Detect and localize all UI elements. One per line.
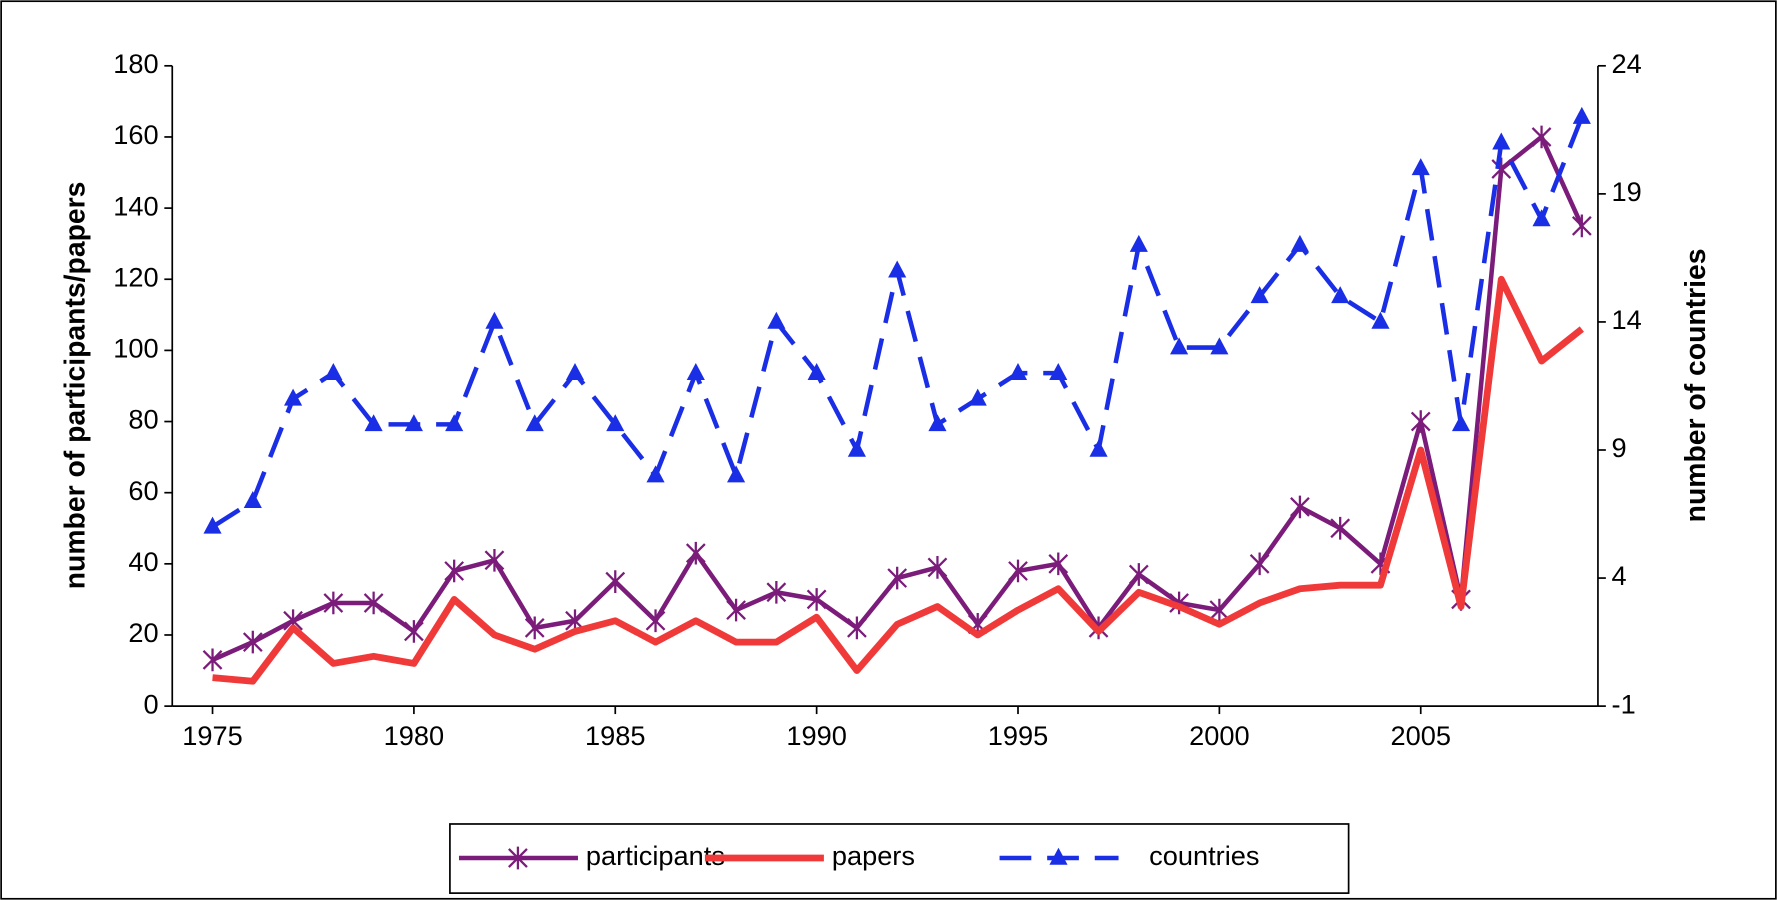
- marker: [1048, 552, 1069, 576]
- series-line: [212, 275, 1584, 685]
- y-tick-label: 140: [113, 190, 158, 221]
- marker: [1170, 337, 1189, 355]
- x-tick-label: 2000: [1189, 720, 1249, 751]
- marker: [363, 591, 384, 615]
- x-tick-label: 2005: [1390, 720, 1450, 751]
- marker: [767, 311, 786, 329]
- y-tick-label: 0: [144, 688, 159, 719]
- marker: [1290, 495, 1310, 519]
- marker: [887, 566, 908, 590]
- marker: [766, 580, 787, 604]
- marker: [1128, 563, 1149, 586]
- marker: [888, 260, 907, 278]
- marker: [1451, 414, 1471, 432]
- y2-tick-label: 19: [1612, 176, 1642, 207]
- marker: [1492, 132, 1511, 150]
- marker: [645, 609, 666, 633]
- y2-axis-title: number of countries: [1680, 248, 1712, 522]
- marker: [928, 414, 947, 432]
- marker: [606, 414, 625, 432]
- y2-tick-label: 14: [1612, 304, 1642, 335]
- marker: [324, 362, 343, 380]
- legend: participants papers countries: [449, 823, 1350, 894]
- y-tick-label: 20: [128, 617, 158, 648]
- marker: [1008, 559, 1028, 583]
- marker: [444, 559, 465, 583]
- marker: [727, 465, 746, 483]
- marker: [1049, 362, 1068, 380]
- marker: [968, 388, 987, 406]
- marker: [445, 414, 464, 432]
- marker: [1572, 106, 1591, 124]
- marker: [1209, 598, 1230, 622]
- marker: [1532, 209, 1551, 227]
- marker: [847, 616, 867, 640]
- marker: [404, 620, 424, 643]
- marker: [203, 516, 222, 534]
- legend-label: papers: [832, 840, 915, 871]
- marker: [1290, 234, 1309, 252]
- y-tick-label: 120: [113, 261, 158, 292]
- marker: [202, 648, 223, 672]
- marker: [404, 414, 423, 432]
- marker: [1008, 362, 1028, 380]
- marker: [1089, 439, 1108, 457]
- marker: [1330, 516, 1351, 540]
- y2-tick-label: 4: [1612, 560, 1627, 591]
- marker: [605, 570, 626, 593]
- marker: [1129, 234, 1148, 252]
- marker: [525, 414, 544, 432]
- marker: [1371, 311, 1390, 329]
- marker: [323, 591, 344, 615]
- y-tick-label: 80: [128, 404, 158, 435]
- y-tick-label: 100: [113, 333, 158, 364]
- marker: [565, 362, 585, 380]
- legend-marker: [1049, 847, 1068, 865]
- marker: [806, 588, 827, 611]
- marker: [1491, 157, 1512, 181]
- marker: [242, 630, 263, 654]
- marker: [1210, 337, 1229, 355]
- y2-tick-label: -1: [1612, 688, 1636, 719]
- marker: [686, 362, 705, 380]
- marker: [1249, 552, 1270, 576]
- marker: [1571, 214, 1592, 238]
- y-tick-label: 60: [128, 475, 158, 506]
- x-tick-label: 1995: [988, 720, 1048, 751]
- marker: [364, 414, 383, 432]
- marker: [1331, 286, 1350, 304]
- y-tick-label: 180: [113, 48, 158, 79]
- y-axis-title: number of participants/papers: [60, 182, 92, 590]
- marker: [847, 439, 866, 457]
- x-tick-label: 1985: [585, 720, 645, 751]
- legend-label: participants: [586, 840, 725, 871]
- marker: [485, 311, 504, 329]
- marker: [484, 548, 505, 572]
- x-tick-label: 1975: [182, 720, 242, 751]
- marker: [726, 598, 746, 622]
- marker: [524, 616, 545, 640]
- legend-box: [449, 823, 1350, 894]
- y2-tick-label: 9: [1612, 432, 1627, 463]
- marker: [685, 541, 706, 565]
- x-tick-label: 1980: [384, 720, 444, 751]
- marker: [243, 491, 262, 509]
- y-tick-label: 40: [128, 546, 158, 577]
- marker: [1410, 410, 1431, 433]
- marker: [646, 465, 665, 483]
- legend-marker: [508, 846, 528, 870]
- marker: [1531, 125, 1552, 149]
- y2-tick-label: 24: [1612, 48, 1642, 79]
- y-tick-label: 160: [113, 119, 158, 150]
- x-tick-label: 1990: [786, 720, 846, 751]
- legend-label: countries: [1149, 840, 1259, 871]
- marker: [807, 362, 826, 380]
- marker: [927, 556, 948, 579]
- marker: [1411, 158, 1430, 176]
- marker: [284, 388, 303, 406]
- marker: [1250, 286, 1269, 304]
